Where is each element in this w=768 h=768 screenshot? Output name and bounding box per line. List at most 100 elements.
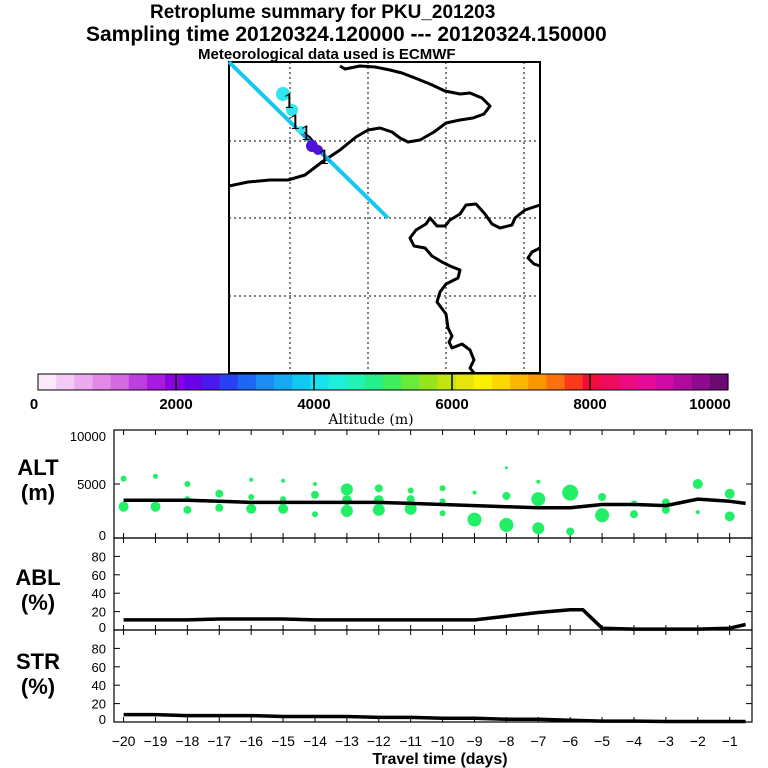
x-tick-label-18: −2 [690, 733, 706, 749]
colorbar-swatch-24 [473, 374, 493, 390]
str-frame [113, 629, 753, 723]
colorbar-swatch-1 [56, 374, 75, 390]
colorbar-tick-labels: 0 2000 4000 6000 8000 10000 [30, 396, 731, 413]
colorbar-swatch-20 [401, 374, 420, 390]
abl-ytick-label: 60 [92, 568, 106, 583]
x-tick-label-4: −16 [239, 733, 263, 749]
plume-cluster-1 [276, 87, 290, 101]
abl-panel-label: ABL [15, 565, 60, 590]
alt-cluster-point-9 [246, 503, 257, 514]
alt-cluster-point-33 [502, 491, 511, 500]
colorbar-swatch-2 [74, 374, 94, 390]
colorbar-swatch-9 [201, 374, 221, 390]
colorbar-swatch-27 [528, 374, 548, 390]
alt-cluster-point-13 [280, 496, 287, 503]
colorbar-swatch-8 [183, 374, 203, 390]
alt-cluster-point-0 [118, 501, 129, 512]
str-ytick-label: 80 [92, 641, 106, 656]
x-tick-label-8: −12 [367, 733, 391, 749]
colorbar-swatch-14 [292, 374, 311, 390]
str-panel: 020 40 60 80 [92, 629, 753, 727]
alt-cluster-point-39 [562, 484, 579, 501]
str-ytick-label: 0 [99, 712, 106, 727]
x-tick-label-3: −17 [207, 733, 231, 749]
alt-cluster-point-25 [406, 495, 415, 504]
colorbar-swatch-21 [419, 374, 439, 390]
x-tick-label-10: −10 [431, 733, 455, 749]
alt-cluster-point-41 [598, 493, 607, 501]
page-title: Retroplume summary for PKU_201203 [150, 2, 496, 23]
alt-cluster-point-20 [340, 483, 353, 496]
x-tick-label-7: −13 [335, 733, 359, 749]
str-ytick-label: 60 [92, 660, 106, 675]
colorbar-swatch-26 [510, 374, 529, 390]
x-tick-label-12: −8 [498, 733, 514, 749]
alt-cluster-point-32 [499, 518, 514, 532]
x-tick-label-17: −3 [658, 733, 674, 749]
alt-cluster-point-3 [153, 473, 158, 479]
alt-cluster-point-30 [467, 512, 482, 527]
alt-cluster-point-36 [531, 492, 546, 507]
alt-cluster-point-21 [372, 503, 385, 516]
alt-cluster-point-11 [249, 477, 254, 482]
colorbar-swatch-16 [328, 374, 348, 390]
alt-panel-unit: (m) [21, 480, 55, 505]
x-tick-label-9: −11 [399, 733, 422, 749]
altitude-colorbar [37, 373, 729, 391]
colorbar-swatch-31 [600, 374, 620, 390]
day-number-4: 1 [318, 145, 331, 169]
colorbar-swatch-18 [364, 374, 384, 390]
plume-cluster-3 [297, 126, 305, 134]
alt-cluster-point-49 [724, 488, 735, 499]
colorbar-swatch-33 [637, 374, 656, 390]
plume-day-numbers: 1 1 1 1 [283, 89, 331, 169]
alt-cluster-point-46 [695, 510, 700, 515]
alt-frame [113, 429, 753, 539]
colorbar-swatch-7 [165, 374, 184, 390]
alt-cluster-point-24 [404, 502, 417, 515]
alt-cluster-point-48 [724, 511, 735, 522]
str-ytick-label: 40 [92, 678, 106, 693]
abl-ytick-label: 20 [92, 605, 106, 620]
colorbar-swatch-15 [310, 374, 330, 390]
colorbar-swatch-12 [255, 374, 275, 390]
x-tick-label-14: −6 [562, 733, 578, 749]
map-coastlines [228, 64, 541, 374]
x-tick-label-0: −20 [112, 733, 136, 749]
colorbar-tick-label-4: 8000 [573, 396, 606, 413]
alt-cluster-point-37 [536, 479, 541, 484]
colorbar-swatch-28 [546, 374, 566, 390]
x-tick-label-16: −4 [626, 733, 642, 749]
str-ytick-label: 20 [92, 697, 106, 712]
plume-cluster-2 [286, 104, 298, 116]
alt-cluster-point-6 [184, 481, 191, 487]
colorbar-swatch-35 [673, 374, 693, 390]
x-tick-label-13: −7 [530, 733, 546, 749]
colorbar-swatch-11 [237, 374, 257, 390]
colorbar-swatch-25 [491, 374, 511, 390]
x-tick-labels: −20 −19 −18 −17 −16 −15 −14 −13 −12 −11 −10 −9 −8 −7−… [112, 733, 738, 749]
colorbar-label: Altitude (m) [327, 412, 413, 428]
colorbar-swatch-17 [346, 374, 366, 390]
alt-cluster-point-40 [595, 508, 610, 523]
abl-ytick-label: 40 [92, 586, 106, 601]
x-tick-label-19: −1 [722, 733, 738, 749]
str-series-line [123, 712, 746, 724]
x-tick-label-11: −9 [467, 733, 483, 749]
abl-frame [113, 537, 753, 631]
alt-cluster-point-34 [504, 466, 508, 470]
colorbar-tick-label-3: 6000 [435, 396, 468, 413]
alt-series-line [123, 497, 746, 510]
alt-cluster-point-18 [340, 505, 353, 517]
colorbar-swatch-22 [437, 374, 457, 390]
colorbar-swatch-4 [110, 374, 130, 390]
sampling-time-title: Sampling time 20120324.120000 --- 201203… [86, 23, 607, 46]
abl-ytick-label: 0 [99, 620, 106, 635]
x-tick-label-1: −19 [144, 733, 168, 749]
colorbar-swatch-10 [219, 374, 239, 390]
colorbar-swatch-30 [582, 374, 602, 390]
alt-cluster-point-2 [150, 501, 161, 512]
alt-cluster-point-42 [630, 510, 638, 519]
day-number-3: 1 [300, 121, 313, 145]
